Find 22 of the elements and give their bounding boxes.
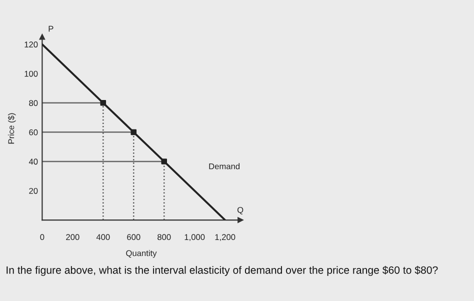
- point: [100, 100, 106, 106]
- x-axis-title: Quantity: [126, 250, 157, 258]
- x-tick-label: 0: [40, 234, 44, 240]
- x-tick-label: 1,200: [215, 234, 236, 242]
- x-tick-label: 800: [158, 234, 171, 240]
- text: P: [48, 26, 54, 32]
- x-tick-label: 400: [96, 234, 110, 240]
- y-axis-title: Price ($): [8, 113, 16, 144]
- point: [130, 129, 137, 136]
- x-tick-label: 600: [127, 234, 140, 240]
- point: [161, 158, 168, 164]
- y-tick-label: 100: [24, 70, 38, 77]
- text: In the figure above, what is the interval elasticity of demand over the price range $60 to $80?: [6, 266, 438, 276]
- x-tick-label: 200: [66, 234, 80, 240]
- y-tick-label: 40: [28, 158, 38, 165]
- y-tick-label: 60: [29, 129, 38, 136]
- text: Demand: [209, 163, 240, 170]
- y-tick-label: 80: [29, 100, 38, 106]
- x-tick-label: 1,000: [184, 234, 205, 242]
- y-tick-label: 120: [24, 42, 38, 48]
- annotation: Q: [237, 206, 244, 214]
- y-tick-label: 20: [29, 188, 38, 194]
